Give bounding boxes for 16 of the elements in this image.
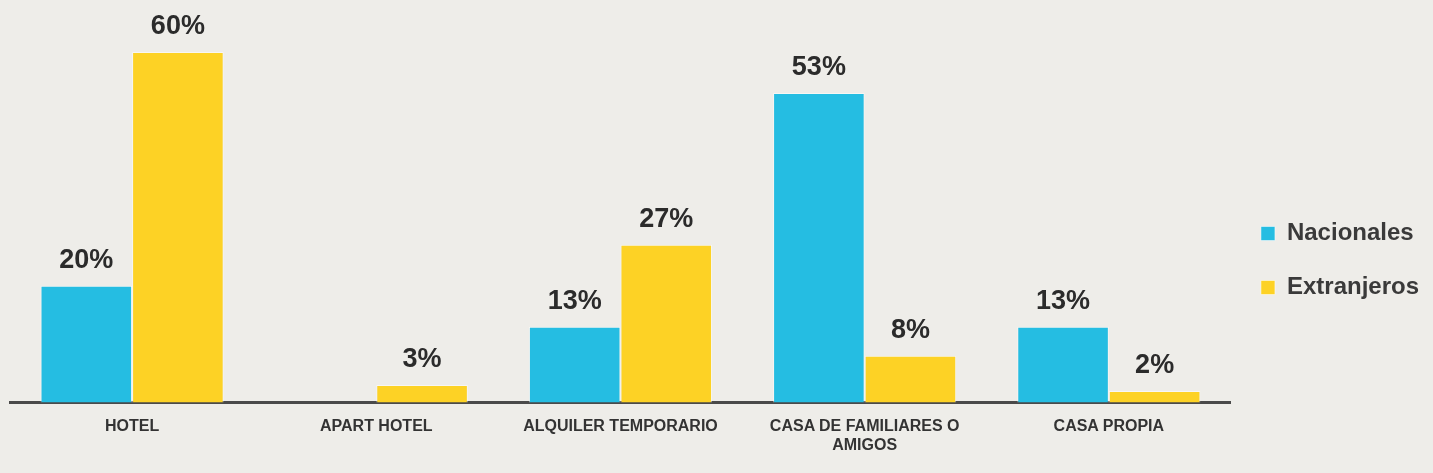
x-tick-label: HOTEL — [104, 416, 160, 434]
x-tick-label: ALQUILER TEMPORARIO — [523, 416, 718, 434]
data-label: 13% — [547, 284, 602, 315]
legend-label: Nacionales — [1286, 218, 1414, 246]
legend-label: Extranjeros — [1286, 272, 1419, 300]
data-label: 13% — [1036, 284, 1091, 315]
data-label: 60% — [150, 9, 205, 40]
x-tick-label: CASA DE FAMILIARES O AMIGOS — [769, 416, 960, 453]
data-label: 2% — [1135, 348, 1175, 379]
data-label: 20% — [59, 243, 114, 274]
x-tick-label: APART HOTEL — [319, 416, 433, 434]
data-label: 3% — [402, 343, 442, 374]
x-tick-label: CASA PROPIA — [1053, 416, 1165, 434]
data-label: 8% — [890, 313, 930, 344]
data-label: 53% — [791, 50, 846, 81]
data-label: 27% — [639, 202, 694, 233]
